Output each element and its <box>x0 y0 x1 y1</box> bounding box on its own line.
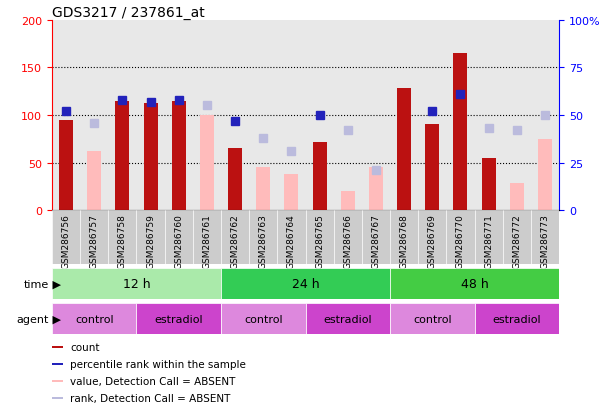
Bar <box>52 363 62 365</box>
Bar <box>256 168 270 211</box>
Bar <box>52 346 62 348</box>
Text: agent: agent <box>16 314 49 324</box>
Bar <box>510 184 524 211</box>
Bar <box>200 116 214 211</box>
Text: 48 h: 48 h <box>461 278 488 290</box>
Bar <box>108 211 136 264</box>
Bar <box>390 304 475 335</box>
Text: GSM286756: GSM286756 <box>62 213 70 268</box>
Bar <box>306 211 334 264</box>
Text: ▶: ▶ <box>49 279 61 289</box>
Bar <box>228 149 242 211</box>
Bar <box>164 211 193 264</box>
Text: GSM286764: GSM286764 <box>287 213 296 268</box>
Bar <box>481 158 496 211</box>
Bar <box>418 211 447 264</box>
Bar <box>390 268 559 299</box>
Bar <box>87 152 101 211</box>
Bar <box>503 211 531 264</box>
Bar <box>52 380 62 382</box>
Bar <box>369 168 383 211</box>
Text: percentile rank within the sample: percentile rank within the sample <box>70 359 246 369</box>
Text: GSM286765: GSM286765 <box>315 213 324 268</box>
Text: GSM286757: GSM286757 <box>90 213 99 268</box>
Bar <box>334 211 362 264</box>
Bar <box>362 211 390 264</box>
Text: GSM286768: GSM286768 <box>400 213 409 268</box>
Text: GSM286770: GSM286770 <box>456 213 465 268</box>
Text: control: control <box>244 314 282 324</box>
Bar <box>52 211 80 264</box>
Text: rank, Detection Call = ABSENT: rank, Detection Call = ABSENT <box>70 393 230 403</box>
Bar <box>144 104 158 211</box>
Bar <box>136 304 221 335</box>
Text: GSM286759: GSM286759 <box>146 213 155 268</box>
Text: GSM286760: GSM286760 <box>174 213 183 268</box>
Text: control: control <box>75 314 114 324</box>
Text: estradiol: estradiol <box>155 314 203 324</box>
Bar <box>425 125 439 211</box>
Text: GSM286766: GSM286766 <box>343 213 353 268</box>
Bar <box>115 102 130 211</box>
Bar <box>341 192 355 211</box>
Bar <box>52 304 136 335</box>
Bar <box>249 211 277 264</box>
Text: GSM286767: GSM286767 <box>371 213 381 268</box>
Text: estradiol: estradiol <box>323 314 372 324</box>
Bar <box>172 102 186 211</box>
Text: GSM286761: GSM286761 <box>202 213 211 268</box>
Text: time: time <box>24 279 49 289</box>
Bar <box>221 211 249 264</box>
Text: GSM286771: GSM286771 <box>484 213 493 268</box>
Bar <box>538 140 552 211</box>
Bar <box>221 268 390 299</box>
Text: control: control <box>413 314 452 324</box>
Bar <box>447 211 475 264</box>
Bar <box>475 304 559 335</box>
Text: GSM286769: GSM286769 <box>428 213 437 268</box>
Bar <box>277 211 306 264</box>
Bar <box>80 211 108 264</box>
Bar <box>284 175 298 211</box>
Bar <box>193 211 221 264</box>
Bar <box>390 211 418 264</box>
Bar <box>221 304 306 335</box>
Bar <box>136 211 164 264</box>
Bar <box>397 89 411 211</box>
Bar <box>453 54 467 211</box>
Bar <box>52 396 62 399</box>
Text: GSM286762: GSM286762 <box>230 213 240 268</box>
Text: value, Detection Call = ABSENT: value, Detection Call = ABSENT <box>70 376 236 386</box>
Text: 24 h: 24 h <box>291 278 320 290</box>
Text: GSM286763: GSM286763 <box>258 213 268 268</box>
Text: estradiol: estradiol <box>492 314 541 324</box>
Text: ▶: ▶ <box>49 314 61 324</box>
Bar <box>52 268 221 299</box>
Text: GSM286773: GSM286773 <box>541 213 549 268</box>
Bar <box>313 142 327 211</box>
Bar <box>306 304 390 335</box>
Text: GSM286772: GSM286772 <box>512 213 521 268</box>
Text: count: count <box>70 342 100 352</box>
Bar <box>475 211 503 264</box>
Text: 12 h: 12 h <box>123 278 150 290</box>
Bar <box>531 211 559 264</box>
Text: GSM286758: GSM286758 <box>118 213 127 268</box>
Text: GDS3217 / 237861_at: GDS3217 / 237861_at <box>52 6 205 20</box>
Bar <box>59 121 73 211</box>
